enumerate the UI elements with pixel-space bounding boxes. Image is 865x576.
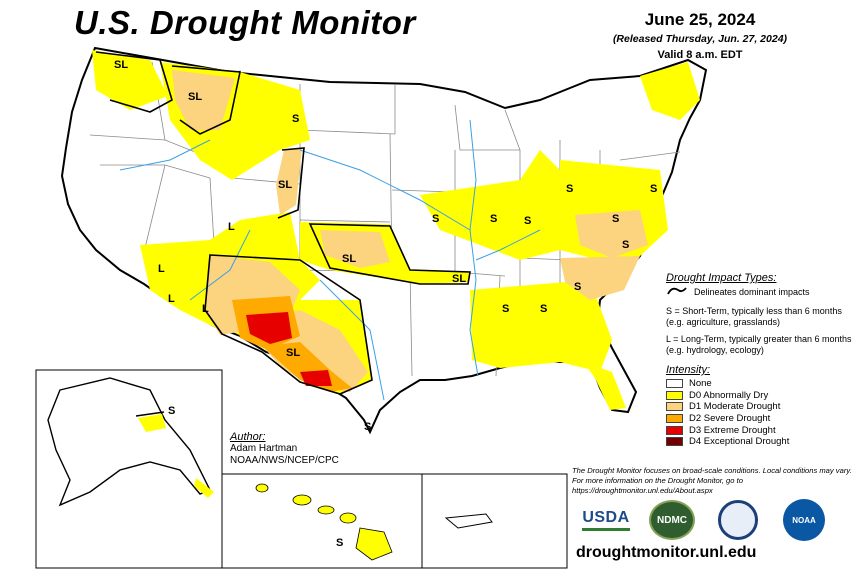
d0-florida [584,362,626,410]
drought-areas [92,50,700,410]
legend-label: None [689,378,712,390]
label-s-indiana: S [524,215,531,227]
label-sl-northwest: SL [114,59,128,71]
drought-monitor-note: The Drought Monitor focuses on broad-sca… [572,466,852,495]
author-block: Author: Adam Hartman NOAA/NWS/NCEP/CPC [230,431,339,467]
hawaii-inset [221,473,423,569]
intensity-heading: Intensity: [666,364,711,376]
d3-new-mexico [246,312,292,344]
label-s-ohio: S [566,183,573,195]
impact-types-heading: Drought Impact Types: [666,272,777,284]
alaska-impact [135,411,165,417]
legend-row-d1: D1 Moderate Drought [666,401,826,413]
legend-swatch [666,379,683,389]
date-block: June 25, 2024 (Released Thursday, Jun. 2… [585,10,815,61]
label-sl-oklahoma: SL [452,273,466,285]
label-s-alabama: S [540,303,547,315]
label-s-northeast: S [650,183,657,195]
legend-swatch [666,414,683,424]
d3-texas [300,370,332,386]
author-name: Adam Hartman [230,443,298,454]
valid-time: Valid 8 a.m. EDT [657,49,743,61]
impact-delineates: Delineates dominant impacts [694,287,810,297]
legend-row-d2: D2 Severe Drought [666,413,826,425]
alaska-d0 [138,414,166,432]
label-s-montana: S [292,113,299,125]
d0-new-england [640,62,700,120]
website-link[interactable]: droughtmonitor.unl.edu [576,544,757,561]
noaa-logo-text: NOAA [783,499,825,541]
noaa-logo: NOAA [778,499,830,541]
label-sl-kansas: SL [342,253,356,265]
d1-wyoming [276,148,302,215]
map-date: June 25, 2024 [644,10,756,29]
alaska-inset [35,369,223,569]
legend-row-d4: D4 Exceptional Drought [666,436,826,448]
legend-row-none: None [666,378,826,390]
label-s-alaska: S [168,405,175,417]
commerce-seal-icon [718,500,758,540]
legend-swatch [666,390,683,400]
legend-label: D2 Severe Drought [689,413,771,425]
map-labels: SL SL SL SL SL SL L L L L S S S S S S S … [114,59,657,549]
d1-virginia [575,210,648,258]
label-s-carolina: S [622,239,629,251]
commerce-logo [712,500,764,540]
legend-label: D3 Extreme Drought [689,424,776,436]
label-l-utah: L [228,221,235,233]
label-l-arizona-2: L [202,303,209,315]
label-sl-montana: SL [188,91,202,103]
legend-label: D1 Moderate Drought [689,401,781,413]
author-org: NOAA/NWS/NCEP/CPC [230,455,339,466]
usda-logo-text: USDA [582,509,630,531]
label-s-virginia: S [612,213,619,225]
d1-carolinas [560,256,640,300]
ndmc-logo: NDMC [646,500,698,540]
impact-short-term: S = Short-Term, typically less than 6 mo… [666,306,842,327]
label-l-nevada: L [158,263,165,275]
puerto-rico-shape [444,513,493,529]
d0-southeast [470,280,612,372]
map-title: U.S. Drought Monitor [74,4,416,41]
release-date: (Released Thursday, Jun. 27, 2024) [612,33,788,45]
label-sl-wyoming: SL [278,179,292,191]
legend-row-d3: D3 Extreme Drought [666,424,826,436]
legend-row-d0: D0 Abnormally Dry [666,390,826,402]
label-s-missouri: S [432,213,439,225]
legend-label: D4 Exceptional Drought [689,436,790,448]
d0-northwest [92,50,168,110]
author-label: Author: [230,431,266,443]
legend-swatch [666,402,683,412]
impact-boundaries [95,51,471,395]
agency-logos: USDA NDMC NOAA [580,499,830,541]
intensity-legend: None D0 Abnormally Dry D1 Moderate Droug… [666,378,826,448]
puerto-rico-inset [421,473,568,569]
legend-swatch [666,437,683,447]
ndmc-logo-text: NDMC [649,500,695,540]
label-s-hawaii: S [336,537,343,549]
alaska-panhandle-d0 [194,478,214,498]
label-sl-texas: SL [286,347,300,359]
hawaii-islands [255,483,393,561]
rivers [119,119,541,401]
label-s-georgia: S [574,281,581,293]
d0-midwest [420,150,560,260]
label-s-mississippi: S [502,303,509,315]
legend-label: D0 Abnormally Dry [689,389,769,401]
d1-kansas [320,230,390,268]
label-s-illinois: S [490,213,497,225]
label-s-south-texas: S [364,421,371,433]
alaska-shape [47,377,211,507]
legend-swatch [666,425,683,435]
d1-montana [172,70,235,130]
label-l-arizona-1: L [168,293,175,305]
impact-long-term: L = Long-Term, typically greater than 6 … [666,334,852,355]
usda-logo: USDA [580,500,632,540]
impact-line-symbol [667,287,687,295]
